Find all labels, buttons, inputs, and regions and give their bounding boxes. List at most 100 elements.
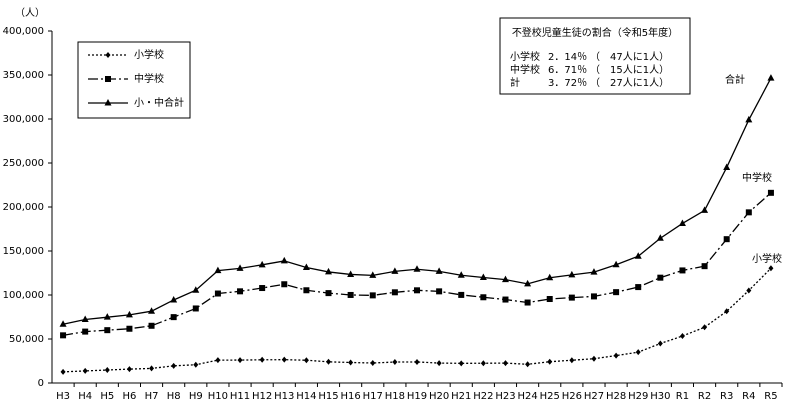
series-annotation: 小学校 [752, 252, 782, 265]
marker [149, 365, 155, 372]
x-tick-label: H16 [341, 391, 361, 402]
marker [568, 270, 576, 278]
marker [723, 163, 731, 170]
info-title: 不登校児童生徒の割合（令和5年度） [512, 26, 678, 39]
marker [259, 356, 265, 363]
marker [767, 189, 774, 196]
marker [701, 206, 709, 213]
y-tick-label: 0 [38, 378, 44, 389]
marker [590, 268, 598, 275]
marker [280, 256, 288, 264]
info-cell: 3．72％ [548, 78, 587, 89]
legend-label: 小学校 [134, 48, 164, 61]
info-cell: （ 27人に1人） [590, 77, 669, 89]
x-tick-label: R3 [720, 391, 733, 402]
marker [392, 359, 398, 366]
x-tick-label: H23 [495, 391, 515, 402]
x-tick-label: H28 [606, 391, 626, 402]
marker [192, 305, 199, 312]
marker [103, 313, 111, 320]
marker [236, 264, 244, 271]
x-tick-label: H8 [167, 391, 181, 402]
series-line [63, 267, 772, 373]
marker [214, 290, 221, 297]
x-tick-label: H3 [56, 391, 70, 402]
x-tick-label: H11 [230, 391, 250, 402]
info-cell: 計 [510, 76, 520, 89]
marker [546, 296, 553, 303]
x-tick-label: H5 [100, 391, 114, 402]
marker [501, 275, 509, 283]
marker [525, 361, 531, 368]
y-tick-label: 400,000 [3, 26, 44, 37]
x-tick-label: H12 [252, 391, 272, 402]
marker [524, 279, 532, 287]
marker [414, 287, 420, 294]
marker [702, 324, 708, 331]
marker [303, 357, 309, 364]
marker [479, 273, 487, 280]
info-cell: 6．71％ [548, 65, 587, 76]
marker [435, 267, 443, 274]
x-tick-label: H7 [145, 391, 159, 402]
info-cell: 2．14％ [548, 52, 587, 63]
marker [104, 367, 110, 374]
marker [170, 314, 177, 321]
marker [746, 287, 752, 294]
marker [502, 296, 509, 303]
y-tick-label: 350,000 [3, 70, 44, 81]
x-tick-label: R5 [764, 391, 777, 402]
marker [635, 349, 641, 356]
marker [81, 315, 89, 323]
marker [369, 271, 377, 278]
marker [170, 295, 178, 303]
marker [679, 267, 686, 274]
marker [569, 357, 575, 364]
marker [745, 115, 753, 123]
marker [413, 265, 421, 272]
marker [524, 299, 531, 306]
x-tick-label: H21 [451, 391, 471, 402]
x-tick-label: H4 [78, 391, 92, 402]
marker [657, 274, 664, 281]
marker [679, 333, 685, 340]
marker [259, 285, 266, 292]
marker [480, 294, 487, 301]
marker [105, 52, 111, 58]
x-tick-label: H29 [628, 391, 648, 402]
marker [436, 360, 442, 367]
marker [214, 266, 222, 274]
x-tick-label: H24 [517, 391, 537, 402]
marker [613, 352, 619, 359]
marker [193, 361, 199, 368]
marker [457, 271, 465, 278]
marker [369, 292, 376, 299]
marker [458, 360, 464, 367]
marker [436, 288, 443, 295]
marker [215, 357, 221, 364]
x-tick-label: H30 [650, 391, 670, 402]
marker [148, 322, 155, 329]
info-cell: 中学校 [510, 63, 540, 76]
marker [104, 327, 111, 334]
marker [723, 236, 730, 243]
marker [347, 291, 354, 298]
marker [391, 267, 399, 274]
marker [656, 234, 664, 241]
marker [303, 287, 310, 294]
marker [458, 291, 465, 298]
info-box [499, 17, 691, 95]
marker [635, 284, 642, 291]
marker [547, 358, 553, 365]
marker [148, 307, 156, 314]
marker [745, 209, 752, 216]
series-annotation: 合計 [725, 73, 745, 86]
marker [724, 308, 730, 315]
x-tick-label: H27 [584, 391, 604, 402]
marker [590, 293, 597, 300]
marker [502, 360, 508, 367]
marker [325, 290, 332, 297]
marker [326, 358, 332, 365]
series-line [62, 192, 772, 336]
